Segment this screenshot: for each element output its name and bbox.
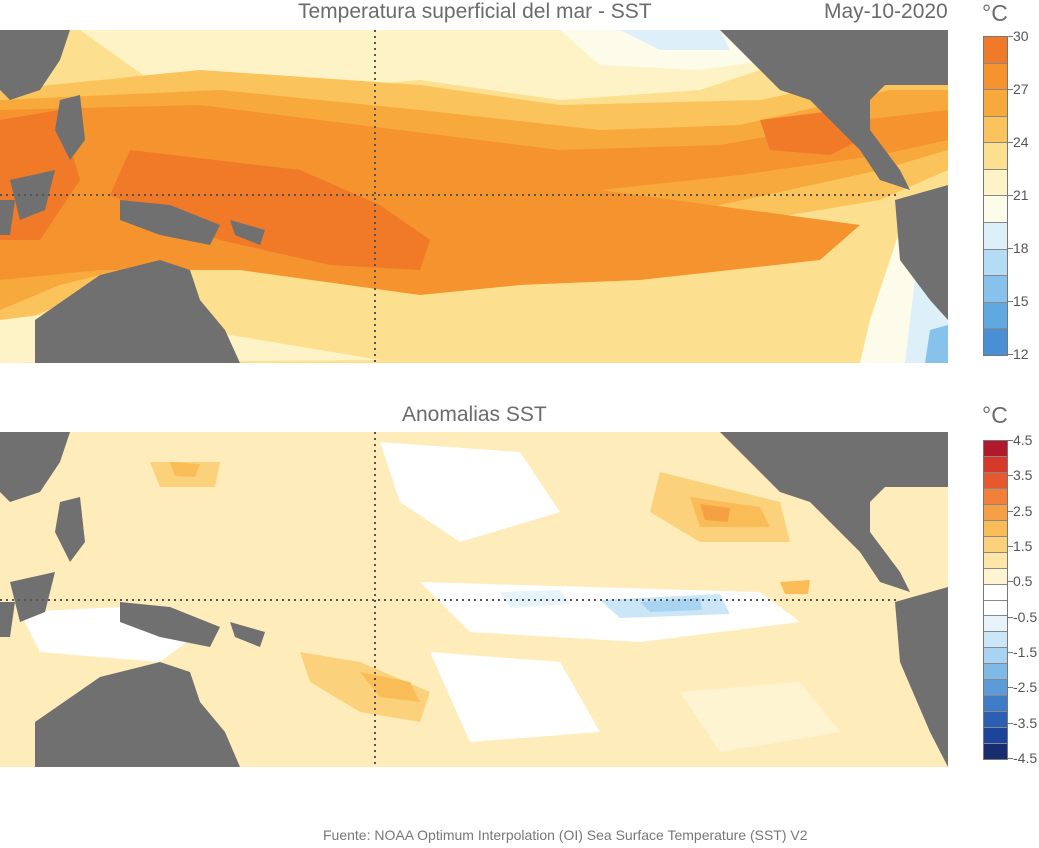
sst-colorbar-segment [984,90,1007,117]
anomaly-colorbar-segment [984,712,1007,729]
anomaly-colorbar [983,440,1008,760]
sst-colorbar-tick-label: 27 [1013,81,1029,97]
sst-colorbar-tick-mark [1007,301,1013,302]
anomaly-colorbar-tick-label: 4.5 [1013,432,1033,448]
anomaly-colorbar-tick-mark [1007,581,1013,583]
sst-colorbar-tick-mark [1007,142,1013,143]
sst-colorbar-segment [984,169,1007,197]
anomaly-colorbar-segment [984,456,1007,473]
anomaly-colorbar-tick-label: -1.5 [1013,644,1038,660]
sst-colorbar-tick-mark [1007,36,1013,37]
anomaly-colorbar-tick-label: -3.5 [1013,714,1038,731]
anomaly-colorbar-tick-label: 0.5 [1013,573,1033,590]
anomaly-colorbar-segment [984,744,1007,760]
anomaly-colorbar-segment [984,552,1007,569]
anomaly-colorbar-segment [984,648,1007,665]
sst-colorbar-segment [984,37,1007,64]
sst-colorbar-segment [984,196,1007,224]
sst-unit-label: °C [982,0,1008,26]
anomaly-colorbar-segment [984,728,1007,745]
anomaly-colorbar-tick-label: 3.5 [1013,467,1033,484]
sst-map-title: Temperatura superficial del mar - SST [298,0,652,23]
anomaly-colorbar-segment [984,504,1007,521]
sst-colorbar-tick-mark [1007,248,1013,249]
anomaly-colorbar-tick-label: 2.5 [1013,502,1033,519]
sst-colorbar-tick-mark [1007,195,1013,196]
anomaly-colorbar-segment [984,472,1007,489]
anomaly-colorbar-tick-mark [1007,475,1013,477]
source-credit: Fuente: NOAA Optimum Interpolation (OI) … [323,827,808,843]
anomaly-colorbar-tick-label: -4.5 [1013,750,1038,766]
anomaly-map-title: Anomalias SST [402,403,547,426]
anomaly-colorbar-segment [984,680,1007,697]
anomaly-map [0,432,948,767]
anomaly-colorbar-segment [984,632,1007,649]
sst-colorbar [983,36,1008,356]
anomaly-unit-label: °C [982,402,1008,428]
sst-colorbar-tick-label: 18 [1013,240,1029,256]
anomaly-colorbar-segment [984,520,1007,537]
anomaly-colorbar-segment [984,584,1007,601]
sst-colorbar-tick-label: 24 [1013,134,1029,150]
anomaly-colorbar-tick-label: -2.5 [1013,679,1038,696]
sst-colorbar-tick-label: 21 [1013,187,1029,203]
anomaly-colorbar-tick-mark [1007,440,1013,441]
anomaly-colorbar-tick-mark [1007,616,1013,618]
sst-colorbar-segment [984,302,1007,330]
anomaly-colorbar-segment [984,616,1007,633]
anomaly-colorbar-segment [984,441,1007,457]
date-label: May-10-2020 [824,0,948,23]
sst-colorbar-tick-label: 15 [1013,293,1029,309]
sst-colorbar-tick-mark [1007,89,1013,90]
sst-map [0,30,948,363]
sst-colorbar-segment [984,63,1007,91]
anomaly-colorbar-tick-mark [1007,687,1013,689]
anomaly-colorbar-tick-mark [1007,546,1013,547]
sst-colorbar-segment [984,143,1007,170]
anomaly-colorbar-segment [984,536,1007,553]
anomaly-colorbar-tick-mark [1007,758,1013,759]
sst-colorbar-tick-label: 30 [1013,28,1029,44]
sst-colorbar-segment [984,223,1007,250]
sst-colorbar-tick-label: 12 [1013,346,1029,362]
anomaly-colorbar-tick-mark [1007,722,1013,724]
anomaly-colorbar-segment [984,600,1007,617]
sst-colorbar-segment [984,329,1007,355]
anomaly-colorbar-tick-mark [1007,510,1013,512]
anomaly-colorbar-tick-label: 1.5 [1013,538,1033,554]
anomaly-colorbar-segment [984,696,1007,713]
anomaly-colorbar-tick-label: -0.5 [1013,608,1038,625]
sst-colorbar-segment [984,276,1007,303]
anomaly-colorbar-segment [984,488,1007,505]
anomaly-colorbar-segment [984,664,1007,681]
sst-colorbar-segment [984,249,1007,277]
sst-colorbar-segment [984,116,1007,144]
sst-colorbar-tick-mark [1007,354,1013,355]
anomaly-colorbar-tick-mark [1007,652,1013,653]
anomaly-colorbar-segment [984,568,1007,585]
